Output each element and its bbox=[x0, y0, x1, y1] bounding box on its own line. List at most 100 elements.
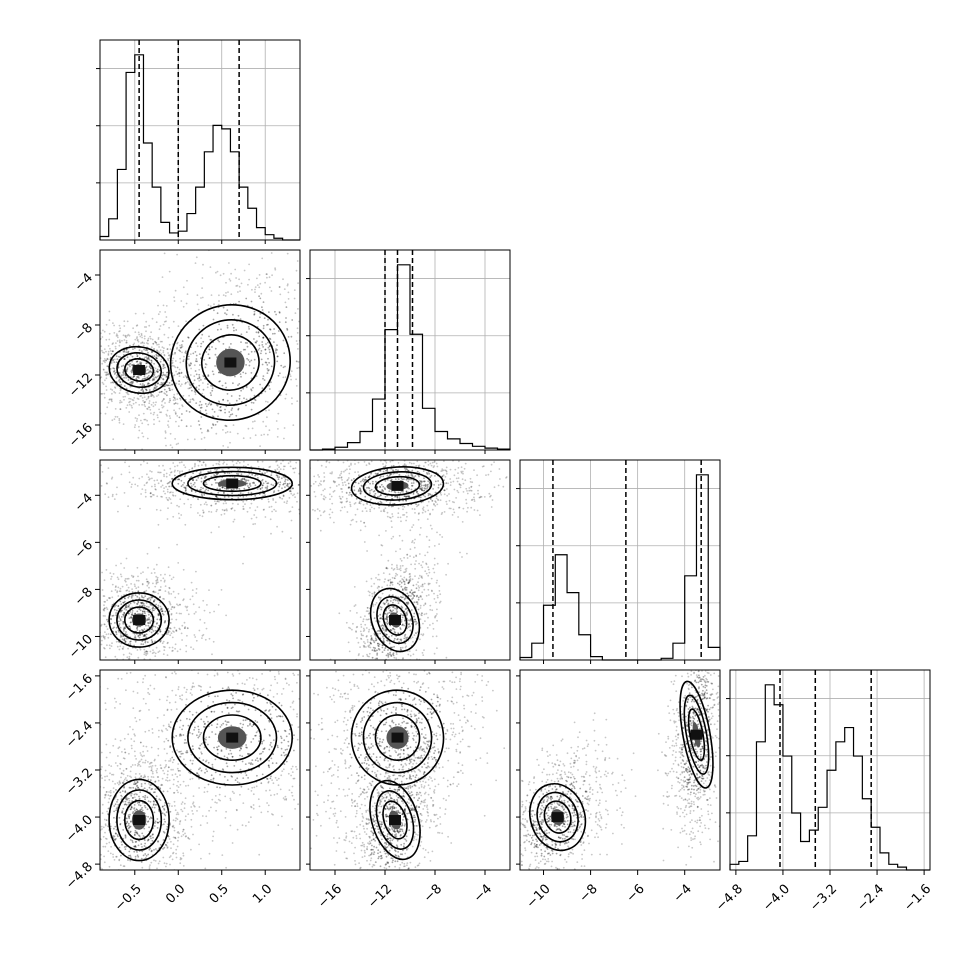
sample-point bbox=[255, 331, 258, 334]
sample-point bbox=[173, 409, 176, 412]
sample-point bbox=[228, 411, 231, 413]
sample-point bbox=[124, 641, 127, 643]
sample-point bbox=[415, 503, 417, 505]
sample-point bbox=[221, 486, 224, 489]
sample-point bbox=[195, 592, 198, 594]
joint-panel-0-1 bbox=[99, 249, 303, 451]
sample-point bbox=[254, 474, 256, 477]
sample-point bbox=[183, 486, 186, 489]
sample-point bbox=[287, 462, 290, 465]
sample-point bbox=[178, 380, 181, 382]
sample-point bbox=[250, 372, 253, 374]
sample-point bbox=[181, 351, 183, 354]
sample-point bbox=[158, 346, 161, 348]
sample-point bbox=[213, 411, 216, 413]
sample-point bbox=[200, 480, 203, 483]
sample-point bbox=[189, 506, 192, 509]
sample-point bbox=[150, 371, 153, 374]
sample-point bbox=[134, 612, 137, 615]
sample-point bbox=[117, 336, 119, 339]
sample-point bbox=[247, 463, 250, 466]
sample-point bbox=[344, 481, 346, 484]
sample-point bbox=[430, 454, 432, 456]
sample-point bbox=[140, 395, 143, 397]
joint-1-2-content bbox=[310, 454, 508, 722]
sample-point bbox=[390, 567, 393, 570]
sample-point bbox=[409, 654, 412, 657]
sample-point bbox=[149, 622, 151, 624]
sample-point bbox=[155, 582, 158, 585]
sample-point bbox=[142, 604, 144, 607]
sample-point bbox=[157, 304, 159, 307]
sample-point bbox=[409, 579, 412, 582]
sample-point bbox=[125, 336, 127, 339]
sample-point bbox=[387, 579, 390, 582]
sample-point bbox=[423, 465, 425, 468]
sample-point bbox=[141, 422, 144, 425]
sample-point bbox=[139, 383, 142, 386]
sample-point bbox=[125, 606, 128, 609]
sample-point bbox=[182, 450, 184, 452]
sample-point bbox=[418, 512, 420, 515]
sample-point bbox=[172, 576, 175, 579]
sample-point bbox=[113, 608, 116, 611]
sample-point bbox=[162, 351, 165, 354]
sample-point bbox=[375, 720, 377, 722]
sample-point bbox=[132, 380, 134, 383]
sample-point bbox=[296, 360, 298, 363]
sample-point bbox=[382, 629, 385, 631]
sample-point bbox=[254, 291, 256, 293]
sample-point bbox=[438, 543, 440, 545]
sample-point bbox=[152, 378, 155, 380]
sample-point bbox=[372, 611, 375, 614]
sample-point bbox=[115, 612, 117, 614]
sample-point bbox=[370, 472, 372, 475]
sample-point bbox=[168, 354, 171, 356]
sample-point bbox=[405, 458, 407, 460]
sample-point bbox=[143, 611, 146, 613]
sample-point bbox=[193, 458, 195, 460]
sample-point bbox=[191, 389, 193, 392]
sample-point bbox=[160, 607, 163, 610]
sample-point bbox=[123, 630, 125, 632]
sample-point bbox=[279, 497, 282, 499]
sample-point bbox=[282, 465, 285, 468]
sample-point bbox=[166, 654, 169, 656]
sample-point bbox=[406, 613, 409, 615]
sample-point bbox=[301, 328, 303, 330]
sample-point bbox=[267, 369, 269, 372]
sample-point bbox=[126, 368, 129, 371]
sample-point bbox=[150, 359, 153, 362]
sample-point bbox=[147, 357, 150, 360]
sample-point bbox=[405, 579, 408, 582]
sample-point bbox=[146, 552, 149, 555]
sample-point bbox=[401, 578, 404, 580]
sample-point bbox=[274, 268, 277, 271]
sample-point bbox=[269, 518, 272, 521]
sample-point bbox=[123, 626, 126, 629]
sample-point bbox=[388, 642, 391, 645]
sample-point bbox=[414, 538, 416, 541]
sample-point bbox=[199, 503, 202, 506]
sample-point bbox=[227, 291, 229, 293]
sample-point bbox=[389, 473, 392, 475]
sample-point bbox=[339, 474, 341, 477]
sample-point bbox=[107, 350, 110, 353]
sample-point bbox=[127, 379, 130, 381]
sample-point bbox=[353, 477, 355, 480]
sample-point bbox=[371, 657, 374, 659]
sample-point bbox=[79, 480, 81, 482]
hist-0-frame bbox=[99, 39, 301, 241]
sample-point bbox=[218, 500, 220, 503]
sample-point bbox=[373, 633, 376, 636]
sample-point bbox=[180, 372, 183, 374]
sample-point bbox=[204, 490, 207, 492]
sample-point bbox=[290, 492, 293, 495]
sample-point bbox=[253, 338, 255, 340]
sample-point bbox=[144, 641, 147, 644]
sample-point bbox=[109, 388, 112, 390]
sample-point bbox=[122, 613, 124, 616]
sample-point bbox=[159, 360, 162, 363]
sample-point bbox=[432, 635, 434, 638]
sample-point bbox=[368, 644, 371, 647]
